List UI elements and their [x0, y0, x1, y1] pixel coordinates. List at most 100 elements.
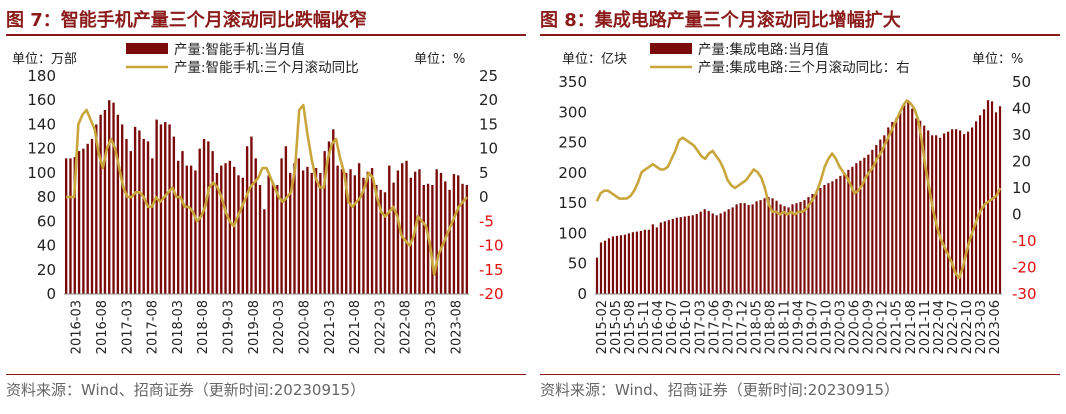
bar	[875, 144, 878, 294]
y-tick-right: -30	[1012, 285, 1037, 303]
bar	[392, 182, 395, 294]
bar	[819, 188, 822, 294]
bar	[353, 175, 357, 294]
y-tick-left: 180	[27, 67, 56, 85]
bar	[943, 133, 946, 294]
x-tick: 2020-08	[297, 300, 312, 354]
x-tick: 2016-07	[665, 300, 680, 354]
footer-rule	[540, 374, 1060, 375]
x-tick: 2015-02	[595, 300, 610, 354]
bar	[947, 131, 950, 294]
x-tick: 2016-04	[651, 300, 666, 354]
bar	[452, 174, 456, 294]
bar	[116, 114, 120, 294]
y-tick-right: -5	[479, 212, 494, 230]
bar	[336, 165, 339, 294]
bar	[194, 170, 197, 294]
x-tick: 2017-03	[693, 300, 708, 354]
bar	[207, 141, 210, 294]
bar	[903, 103, 906, 294]
x-tick: 2015-05	[609, 300, 624, 354]
x-tick: 2019-04	[792, 300, 807, 354]
x-tick: 2021-03	[323, 300, 338, 354]
bar	[923, 125, 926, 294]
y-tick-left: 20	[37, 261, 56, 279]
bar	[396, 170, 400, 294]
bar	[267, 175, 270, 294]
y-tick-left: 350	[558, 73, 587, 91]
bar	[831, 181, 834, 294]
y-tick-right: -10	[479, 237, 504, 255]
footer-rule	[6, 374, 526, 375]
bar	[963, 134, 966, 294]
bar	[607, 238, 611, 294]
bar	[176, 160, 180, 294]
right-axis-unit: 单位：%	[414, 52, 465, 67]
x-tick: 2022-04	[932, 300, 947, 354]
bar	[155, 119, 158, 294]
source-note: 资料来源：Wind、招商证券（更新时间:20230915）	[540, 381, 900, 399]
bar	[667, 220, 670, 294]
bar	[146, 141, 150, 294]
bar	[125, 138, 128, 294]
y-tick-right: 50	[1012, 73, 1031, 91]
y-tick-right: -20	[1012, 259, 1037, 277]
x-tick: 2020-03	[272, 300, 287, 354]
bar	[675, 217, 678, 294]
bar	[181, 151, 184, 294]
bar	[843, 172, 846, 294]
bar	[743, 203, 746, 294]
y-tick-left: 40	[37, 237, 56, 255]
x-tick: 2019-03	[222, 300, 237, 354]
bar	[99, 114, 102, 294]
bar	[767, 197, 770, 294]
bar	[779, 204, 782, 294]
right-axis-unit: 单位：%	[972, 52, 1023, 67]
bar	[611, 236, 615, 294]
bar	[250, 136, 253, 294]
x-tick: 2019-10	[820, 300, 835, 354]
bar	[935, 135, 938, 294]
bar	[803, 200, 806, 294]
bar	[615, 235, 619, 294]
x-tick: 2021-08	[904, 300, 919, 354]
y-tick-left: 100	[27, 164, 56, 182]
bar	[895, 118, 898, 294]
x-tick: 2023-06	[988, 300, 1003, 354]
bar	[142, 138, 145, 294]
bar	[751, 204, 754, 294]
left-axis-unit: 单位：万部	[12, 52, 77, 67]
bar	[855, 163, 858, 294]
chart-title: 图 7：智能手机产量三个月滚动同比跌幅收窄	[6, 10, 367, 31]
bar	[715, 215, 718, 294]
bar	[787, 207, 790, 294]
x-tick: 2017-12	[735, 300, 750, 354]
y-tick-left: 0	[46, 285, 56, 303]
bar	[807, 197, 810, 294]
bar	[719, 213, 722, 294]
bar	[755, 201, 758, 294]
bar	[815, 191, 818, 294]
y-tick-right: -20	[479, 285, 504, 303]
bar	[707, 211, 710, 294]
bar	[340, 169, 344, 294]
bar	[703, 209, 706, 294]
bar	[970, 127, 974, 295]
bar	[120, 124, 124, 294]
bar	[959, 130, 962, 294]
x-tick: 2017-06	[707, 300, 722, 354]
x-tick: 2020-06	[848, 300, 863, 354]
y-tick-left: 60	[37, 212, 56, 230]
bar	[699, 211, 702, 294]
x-tick: 2023-08	[449, 300, 464, 354]
bar	[345, 172, 348, 294]
bar	[623, 234, 627, 294]
bar	[271, 182, 275, 294]
bar	[795, 203, 798, 294]
bar	[306, 166, 309, 294]
bar	[823, 184, 826, 294]
bar	[362, 177, 365, 294]
bar	[422, 185, 425, 294]
y-tick-right: 0	[479, 188, 489, 206]
y-tick-right: 20	[1012, 153, 1031, 171]
